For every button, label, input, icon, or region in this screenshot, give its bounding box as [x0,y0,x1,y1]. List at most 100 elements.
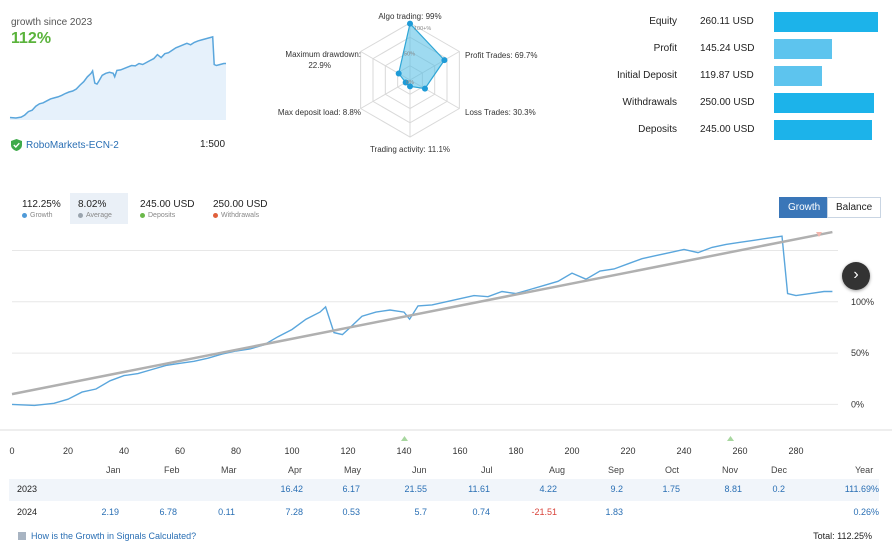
month-value: -21.51 [531,507,557,517]
growth-card: growth since 2023 112% RoboMarkets-ECN-2… [0,0,235,160]
stat-name: Profit [653,43,677,54]
grand-total: Total: 112.25% [813,531,872,541]
x-tick-label: 260 [732,446,747,456]
month-value: 21.55 [404,484,427,494]
radar-spoke [360,79,411,109]
stat-bar [774,120,872,140]
x-tick-label: 180 [508,446,523,456]
stat-equity: Equity 260.11 USD [600,10,892,34]
legend-withdrawals[interactable]: 250.00 USD Withdrawals [205,193,275,224]
x-tick-label: 140 [396,446,411,456]
stat-deposits: Deposits 245.00 USD [600,118,892,142]
balance-toggle-button[interactable]: Balance [827,197,882,218]
legend-value: 250.00 USD [213,199,268,210]
stat-name: Equity [649,16,677,27]
month-value: 0.74 [472,507,490,517]
month-header: Jul [481,465,493,475]
deposit-marker-icon [401,436,408,441]
legend-growth[interactable]: 112.25% Growth [14,193,69,224]
month-value: 2.19 [101,507,119,517]
x-tick-labels: 0 20 40 60 80 100 120 140 160 180 200 220 240 260 280 [9,446,803,456]
month-header: Mar [221,465,237,475]
growth-since-label: growth since 2023 [11,17,93,28]
legend-label: Withdrawals [221,212,260,219]
legend-dot [213,213,218,218]
y-tick-labels: 0% 50% 100% [851,297,874,410]
radar-label-max-drawdown-value: 22.9% [308,61,331,70]
stat-name: Deposits [638,124,677,135]
month-header: Sep [608,465,625,475]
risk-radar-chart: 100+% 50% 0% Algo trading: 99% Profit Tr… [278,12,538,154]
stat-bar [774,39,833,59]
legend-label: Deposits [148,212,176,219]
year-total: 0.26% [853,507,879,517]
legend-dot [22,213,27,218]
stat-value: 119.87 USD [700,70,754,81]
y-tick-label: 50% [851,348,869,358]
leverage-value: 1:500 [200,139,226,150]
stat-profit: Profit 145.24 USD [600,37,892,61]
growth-value: 112% [11,30,52,47]
growth-chart: 0% 50% 100% 0 20 40 60 80 100 120 140 160 180 200 220… [0,230,892,456]
y-tick-label: 0% [851,399,864,409]
growth-calculation-text[interactable]: How is the Growth in Signals Calculated? [31,531,197,541]
shield-check-icon [11,139,22,151]
radar-point [407,83,413,90]
radar-label-max-deposit-load: Max deposit load: 8.8% [278,108,361,117]
x-tick-label: 200 [564,446,579,456]
radar-point [441,57,448,64]
table-row-2024: 2024 2.19 6.78 0.11 7.28 0.53 5.7 0.74 -21.51 1.… [9,502,879,524]
stat-bar [774,12,878,32]
legend-value: 245.00 USD [140,199,195,210]
year-total: 111.69% [844,484,879,494]
x-tick-label: 280 [788,446,803,456]
month-header: Apr [288,465,303,475]
month-value: 5.7 [414,507,427,517]
stat-value: 260.11 USD [700,16,754,27]
next-arrow-button[interactable]: › [842,262,870,290]
broker-name[interactable]: RoboMarkets-ECN-2 [26,139,119,151]
month-value: 1.83 [605,507,623,517]
month-header: Jun [412,465,427,475]
month-value: 4.22 [539,484,557,494]
mini-growth-line [9,35,226,119]
radar-scale-100: 100+% [414,26,431,32]
stat-name: Withdrawals [622,97,677,108]
month-header: Dec [771,465,788,475]
y-tick-label: 100% [851,297,874,307]
radar-label-algo-trading: Algo trading: 99% [378,12,441,21]
x-tick-label: 240 [676,446,691,456]
stat-value: 250.00 USD [700,97,755,108]
stat-value: 245.00 USD [700,124,755,135]
month-value: 8.81 [724,484,742,494]
chart-gridlines [0,250,892,431]
stat-name: Initial Deposit [616,70,677,81]
stat-bar [774,93,874,113]
stat-value: 145.24 USD [700,43,755,54]
month-header: Nov [722,465,739,475]
month-value: 7.28 [285,507,303,517]
month-header: May [344,465,362,475]
radar-label-trading-activity: Trading activity: 11.1% [370,145,450,154]
stat-initial-deposit: Initial Deposit 119.87 USD [600,64,892,88]
row-year: 2023 [17,484,38,494]
legend-average[interactable]: 8.02% Average [70,193,128,224]
month-value: 9.2 [610,484,623,494]
growth-calculation-link[interactable]: How is the Growth in Signals Calculated? [18,531,196,541]
month-header: Aug [549,465,566,475]
broker-link[interactable]: RoboMarkets-ECN-2 [11,139,119,151]
growth-toggle-button[interactable]: Growth [779,197,830,218]
month-value: 6.78 [159,507,177,517]
radar-point [395,70,402,77]
legend-deposits[interactable]: 245.00 USD Deposits [132,193,202,224]
help-icon [18,532,26,540]
growth-series-line [11,235,833,407]
x-tick-label: 40 [119,446,129,456]
month-value: 0.2 [772,484,785,494]
x-tick-label: 220 [620,446,635,456]
month-value: 0.53 [342,507,360,517]
month-value: 11.61 [468,484,490,494]
x-tick-label: 20 [63,446,73,456]
deposit-marker-icon [727,436,734,441]
radar-scale-0: 0% [406,80,414,86]
